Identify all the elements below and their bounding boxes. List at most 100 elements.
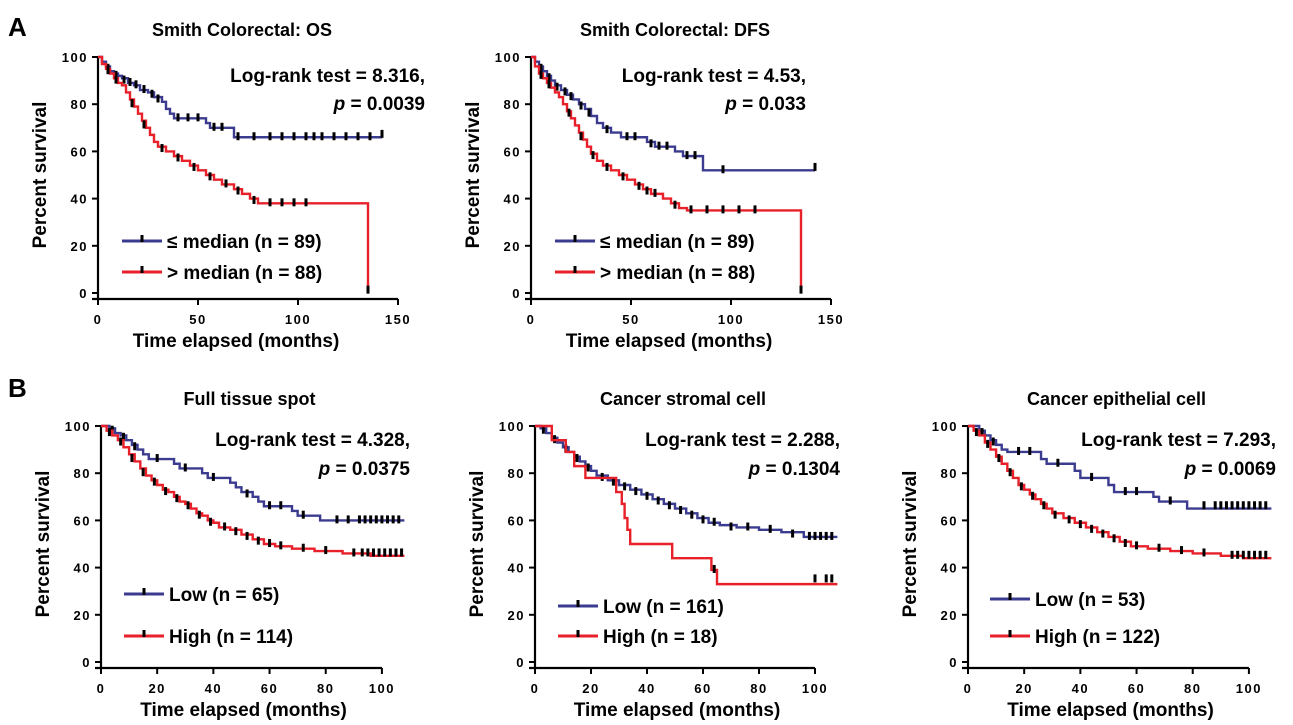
legend-item-high: High (n = 18) bbox=[558, 627, 718, 648]
logrank-stat: Log-rank test = 2.288, bbox=[645, 430, 840, 451]
chart-title: Cancer stromal cell bbox=[600, 389, 766, 409]
x-axis-label: Time elapsed (months) bbox=[133, 331, 340, 352]
y-tick-label: 80 bbox=[71, 97, 88, 112]
y-axis-label: Percent survival bbox=[900, 471, 921, 618]
x-tick-label: 80 bbox=[1184, 681, 1201, 696]
x-tick-label: 50 bbox=[622, 312, 639, 327]
km-chart-2: Smith Colorectal: DFS 0 20 40 60 80 100 0 50 100 1… bbox=[463, 20, 844, 352]
legend-label: > median (n = 88) bbox=[167, 263, 322, 284]
p-value-number: = 0.0069 bbox=[1196, 459, 1276, 480]
y-tick-label: 60 bbox=[74, 513, 91, 528]
y-tick-label: 40 bbox=[74, 561, 91, 576]
series-high bbox=[98, 55, 370, 294]
legend-item-low: Low (n = 53) bbox=[990, 590, 1145, 611]
legend-item-high: High (n = 122) bbox=[990, 627, 1160, 648]
legend-label: High (n = 18) bbox=[603, 627, 718, 648]
y-tick-label: 0 bbox=[949, 655, 958, 670]
legend-label: Low (n = 53) bbox=[1035, 590, 1145, 611]
legend-item-high: High (n = 114) bbox=[124, 627, 293, 648]
x-tick-label: 100 bbox=[285, 312, 311, 327]
logrank-stat: Log-rank test = 7.293, bbox=[1081, 430, 1276, 451]
y-axis-label: Percent survival bbox=[33, 471, 54, 618]
legend-item-low: Low (n = 65) bbox=[124, 585, 279, 606]
x-tick-label: 40 bbox=[1072, 681, 1089, 696]
y-tick-label: 100 bbox=[65, 419, 91, 434]
x-tick-label: 0 bbox=[531, 681, 540, 696]
x-tick-label: 80 bbox=[750, 681, 767, 696]
survival-curve bbox=[101, 424, 405, 522]
p-value-number: = 0.033 bbox=[737, 94, 806, 115]
p-value-number: = 0.1304 bbox=[760, 459, 840, 480]
series-high bbox=[535, 424, 838, 586]
x-axis-label: Time elapsed (months) bbox=[566, 331, 773, 352]
y-tick-label: 0 bbox=[79, 286, 88, 301]
y-tick-label: 60 bbox=[504, 144, 521, 159]
y-tick-label: 20 bbox=[508, 608, 525, 623]
y-tick-label: 40 bbox=[71, 192, 88, 207]
series-high bbox=[101, 424, 405, 557]
y-tick-label: 40 bbox=[504, 192, 521, 207]
y-tick-label: 0 bbox=[512, 286, 521, 301]
x-tick-label: 40 bbox=[205, 681, 222, 696]
y-tick-label: 80 bbox=[941, 466, 958, 481]
survival-curve bbox=[531, 55, 803, 293]
x-tick-label: 0 bbox=[527, 312, 536, 327]
series-high bbox=[531, 55, 803, 294]
km-chart-3: Full tissue spot 0 20 40 60 80 100 0 20 40 60 80 100… bbox=[33, 389, 410, 721]
x-tick-label: 0 bbox=[97, 681, 106, 696]
y-tick-label: 100 bbox=[495, 50, 521, 65]
x-tick-label: 150 bbox=[385, 312, 411, 327]
x-tick-label: 100 bbox=[802, 681, 828, 696]
survival-curve bbox=[535, 424, 838, 586]
legend-item-low: ≤ median (n = 89) bbox=[122, 232, 322, 253]
y-tick-label: 20 bbox=[71, 239, 88, 254]
x-tick-label: 20 bbox=[1015, 681, 1032, 696]
survival-curve bbox=[968, 424, 1272, 560]
series-low bbox=[968, 424, 1272, 510]
logrank-stat: Log-rank test = 4.328, bbox=[215, 430, 410, 451]
legend-label: ≤ median (n = 89) bbox=[167, 232, 322, 253]
y-axis-label: Percent survival bbox=[463, 102, 484, 249]
p-value-number: = 0.0039 bbox=[345, 94, 425, 115]
p-value: p = 0.0039 bbox=[333, 94, 425, 115]
y-tick-label: 100 bbox=[932, 419, 958, 434]
x-tick-label: 0 bbox=[964, 681, 973, 696]
y-tick-label: 80 bbox=[74, 466, 91, 481]
y-axis-label: Percent survival bbox=[467, 471, 488, 618]
x-tick-label: 0 bbox=[94, 312, 103, 327]
x-tick-label: 100 bbox=[369, 681, 395, 696]
p-symbol: p bbox=[724, 94, 737, 115]
y-tick-label: 60 bbox=[508, 513, 525, 528]
x-tick-label: 80 bbox=[317, 681, 334, 696]
p-symbol: p bbox=[748, 459, 761, 480]
series-low bbox=[101, 424, 405, 524]
legend-item-low: ≤ median (n = 89) bbox=[555, 232, 755, 253]
legend-item-high: > median (n = 88) bbox=[555, 263, 755, 284]
legend-label: Low (n = 65) bbox=[169, 585, 279, 606]
x-tick-label: 60 bbox=[1128, 681, 1145, 696]
survival-curve bbox=[98, 55, 370, 293]
km-chart-4: Cancer stromal cell 0 20 40 60 80 100 0 20 40 60 80… bbox=[467, 389, 840, 721]
chart-title: Smith Colorectal: DFS bbox=[580, 20, 770, 40]
x-tick-label: 150 bbox=[818, 312, 844, 327]
logrank-stat: Log-rank test = 8.316, bbox=[230, 66, 425, 87]
y-tick-label: 60 bbox=[71, 144, 88, 159]
y-tick-label: 100 bbox=[499, 419, 525, 434]
y-tick-label: 80 bbox=[504, 97, 521, 112]
x-axis-label: Time elapsed (months) bbox=[140, 700, 347, 721]
logrank-stat: Log-rank test = 4.53, bbox=[622, 66, 806, 87]
p-value: p = 0.1304 bbox=[748, 459, 841, 480]
p-symbol: p bbox=[333, 94, 346, 115]
y-tick-label: 20 bbox=[504, 239, 521, 254]
p-value: p = 0.033 bbox=[724, 94, 806, 115]
legend-label: > median (n = 88) bbox=[600, 263, 755, 284]
x-tick-label: 100 bbox=[718, 312, 744, 327]
y-axis-label: Percent survival bbox=[30, 102, 51, 249]
survival-curve bbox=[98, 55, 382, 139]
p-value: p = 0.0069 bbox=[1184, 459, 1276, 480]
legend-label: High (n = 122) bbox=[1035, 627, 1160, 648]
legend-item-high: > median (n = 88) bbox=[122, 263, 322, 284]
x-tick-label: 40 bbox=[638, 681, 655, 696]
x-tick-label: 50 bbox=[189, 312, 206, 327]
